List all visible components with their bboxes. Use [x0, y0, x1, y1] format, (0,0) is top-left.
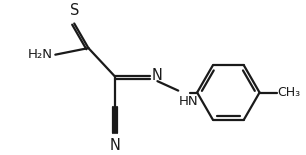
Text: S: S	[69, 3, 79, 18]
Text: HN: HN	[179, 95, 199, 108]
Text: H₂N: H₂N	[28, 48, 53, 61]
Text: N: N	[110, 138, 120, 153]
Text: CH₃: CH₃	[278, 86, 301, 99]
Text: N: N	[152, 68, 162, 83]
